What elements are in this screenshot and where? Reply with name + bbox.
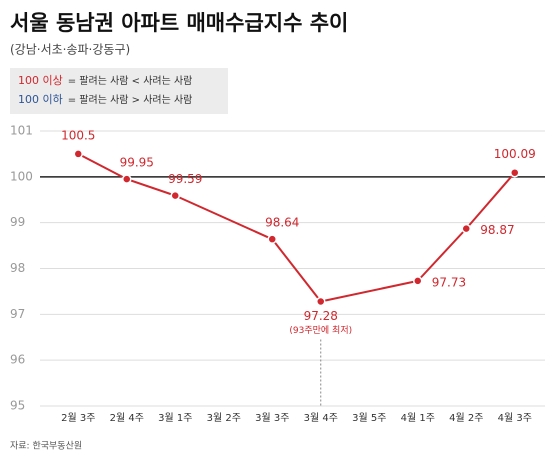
data-label: 100.5 <box>61 128 95 142</box>
point <box>267 234 277 244</box>
y-tick-label: 98 <box>10 261 25 275</box>
line-segment <box>320 279 418 303</box>
point <box>316 296 326 307</box>
x-tick-label: 2월 3주 <box>61 412 95 424</box>
point <box>73 149 83 159</box>
line-segment <box>417 227 467 282</box>
source: 자료: 한국부동산원 <box>10 441 82 452</box>
line-segment <box>126 178 176 197</box>
y-tick-label: 100 <box>10 169 33 183</box>
legend-label: 100 이상 <box>18 74 63 87</box>
chart-title: 서울 동남권 아파트 매매수급지수 추이 <box>10 11 348 35</box>
annotation: (93주만에 최저) <box>289 325 352 336</box>
x-tick-label: 3월 5주 <box>352 412 386 424</box>
data-label: 97.73 <box>432 275 466 289</box>
y-tick-label: 95 <box>10 399 25 413</box>
line-segment <box>77 153 128 181</box>
point <box>510 167 520 178</box>
line-segment <box>465 172 516 230</box>
point <box>170 190 180 201</box>
point <box>461 223 471 234</box>
legend-box <box>10 68 228 114</box>
point <box>413 276 423 286</box>
line-segment <box>271 238 322 303</box>
x-tick-label: 4월 3주 <box>498 412 532 424</box>
x-tick-label: 3월 4주 <box>304 412 338 424</box>
data-label: 99.95 <box>120 156 154 170</box>
x-tick-label: 4월 2주 <box>449 412 483 424</box>
legend-label: 100 이하 <box>18 92 63 106</box>
x-tick-label: 2월 4주 <box>110 412 144 424</box>
y-tick-label: 99 <box>10 215 25 229</box>
data-label: 99.59 <box>168 172 202 186</box>
chart-subtitle: (강남·서초·송파·강동구) <box>10 43 130 57</box>
x-tick-label: 3월 3주 <box>255 412 289 424</box>
legend-text: = 팔려는 사람 < 사려는 사람 <box>68 74 193 87</box>
y-tick-label: 101 <box>10 124 33 138</box>
x-tick-label: 3월 2주 <box>207 412 241 424</box>
y-tick-label: 96 <box>10 353 25 367</box>
y-tick-label: 97 <box>10 307 25 321</box>
x-tick-label: 3월 1주 <box>158 412 192 424</box>
data-label: 98.64 <box>265 216 299 230</box>
x-tick-label: 4월 1주 <box>401 412 435 424</box>
data-label: 97.28 <box>304 309 338 323</box>
data-label: 98.87 <box>480 223 514 237</box>
point <box>122 174 132 184</box>
data-label: 100.09 <box>494 147 536 161</box>
line-segment <box>174 194 273 241</box>
legend-text: = 팔려는 사람 > 사려는 사람 <box>68 93 193 106</box>
